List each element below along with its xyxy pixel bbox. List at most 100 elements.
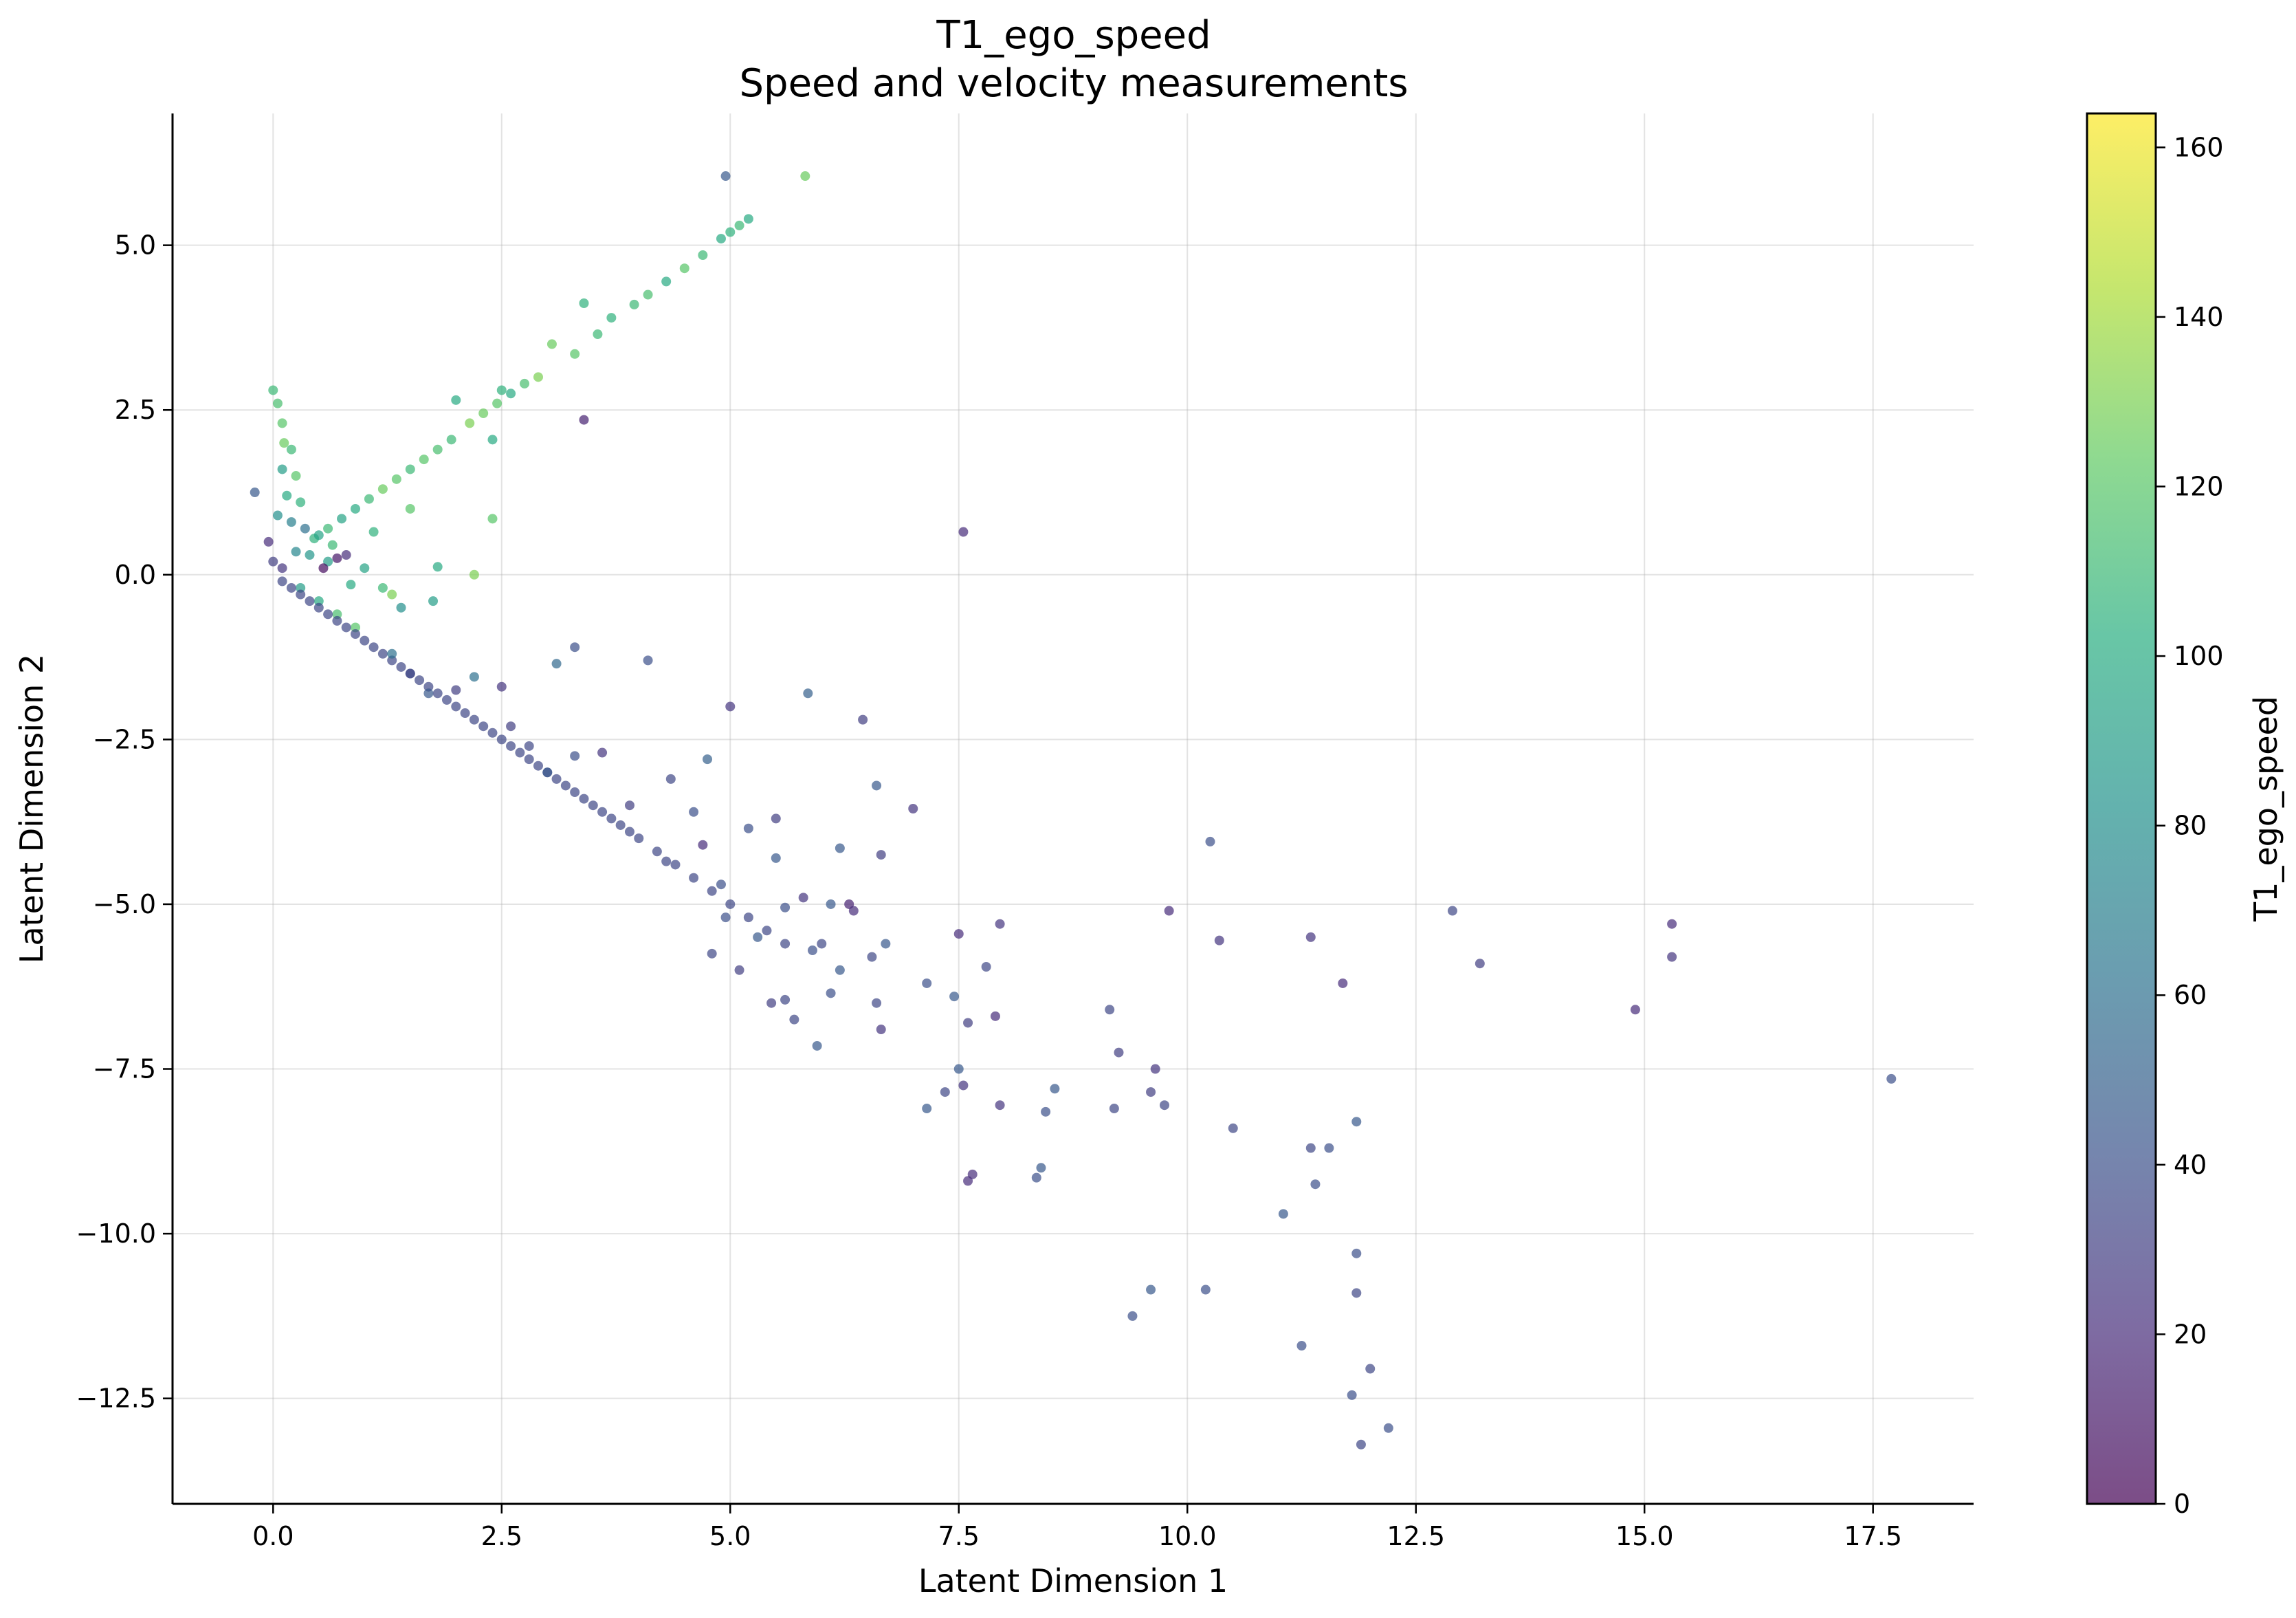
data-point [496, 734, 507, 745]
data-point [703, 754, 713, 765]
data-point [606, 813, 617, 824]
colorbar-label: T1_ego_speed [2247, 696, 2284, 922]
data-point [922, 1104, 932, 1114]
data-point [958, 1080, 969, 1091]
y-tick-label: −12.5 [76, 1384, 156, 1414]
data-point [679, 263, 689, 274]
data-point [1310, 1179, 1321, 1190]
data-point [332, 615, 342, 626]
data-point [405, 464, 415, 474]
data-point [1447, 906, 1457, 916]
data-point [826, 988, 836, 998]
data-point [812, 1040, 822, 1051]
data-point [1296, 1341, 1307, 1351]
data-point [780, 939, 791, 949]
data-point [981, 961, 991, 972]
y-tick-label: −5.0 [93, 889, 156, 919]
data-point [415, 675, 425, 686]
data-point [588, 800, 598, 811]
data-point [579, 415, 589, 425]
colorbar-tick-label: 140 [2174, 302, 2224, 332]
axes [171, 113, 1974, 1505]
data-point [268, 385, 278, 395]
data-point [423, 688, 434, 699]
data-point [876, 850, 886, 860]
data-point [803, 688, 813, 699]
data-point [305, 596, 315, 606]
data-point [300, 523, 310, 534]
data-point [720, 171, 731, 182]
x-tick-label: 5.0 [709, 1521, 751, 1551]
data-point [350, 622, 360, 633]
data-point [478, 408, 489, 419]
data-point [1041, 1106, 1051, 1117]
data-point [826, 899, 836, 909]
colorbar-tick-label: 160 [2174, 132, 2224, 162]
data-point [446, 435, 456, 445]
colorbar-tick-label: 120 [2174, 471, 2224, 501]
data-point [323, 523, 333, 534]
colorbar-gradient [2087, 113, 2156, 1504]
x-axis-label: Latent Dimension 1 [918, 1562, 1228, 1599]
data-point [313, 596, 324, 606]
data-point [305, 550, 315, 560]
data-point [524, 754, 534, 765]
grid [173, 113, 1974, 1504]
data-point [789, 1014, 799, 1025]
data-point [876, 1025, 886, 1035]
data-point [1351, 1248, 1362, 1258]
data-point [268, 556, 278, 567]
data-point [282, 490, 292, 501]
y-axis-ticks: 5.0 2.5 0.0 −2.5 −5.0 −7.5 −10.0 −12.5 [76, 230, 173, 1414]
data-point [377, 484, 388, 494]
data-point [1214, 935, 1224, 945]
data-point [487, 728, 498, 738]
data-point [377, 648, 388, 659]
data-point [570, 751, 580, 761]
data-point [387, 648, 397, 659]
data-point [277, 418, 287, 428]
data-point [332, 609, 342, 620]
x-tick-label: 17.5 [1844, 1521, 1902, 1551]
data-point [707, 948, 717, 959]
data-point [469, 714, 479, 725]
y-tick-label: 0.0 [115, 560, 156, 590]
data-point [689, 873, 699, 883]
data-point [689, 807, 699, 817]
data-point [615, 820, 626, 830]
data-point [940, 1087, 950, 1097]
x-tick-label: 15.0 [1615, 1521, 1674, 1551]
data-point [963, 1176, 973, 1186]
data-point [1150, 1064, 1160, 1074]
data-point [990, 1011, 1000, 1021]
data-point [364, 494, 374, 504]
data-point [1356, 1439, 1366, 1450]
data-point [337, 514, 347, 524]
data-point [279, 438, 289, 448]
data-point [1205, 836, 1215, 846]
data-point [771, 813, 781, 824]
data-point [286, 517, 296, 527]
data-point [286, 444, 296, 455]
data-point [1347, 1390, 1357, 1400]
data-point [469, 672, 479, 682]
data-point [624, 827, 634, 837]
data-point [465, 418, 475, 428]
data-point [1146, 1284, 1156, 1295]
data-point [1200, 1284, 1211, 1295]
data-point [995, 919, 1005, 929]
colorbar-tick-label: 80 [2174, 811, 2207, 841]
data-point [800, 171, 810, 182]
data-point [423, 681, 434, 692]
data-point [492, 398, 503, 408]
data-point [1050, 1084, 1060, 1094]
data-point [377, 582, 388, 593]
y-tick-label: −7.5 [93, 1054, 156, 1084]
x-tick-label: 7.5 [938, 1521, 980, 1551]
data-point [1351, 1117, 1362, 1127]
data-point [469, 569, 479, 580]
data-point [1159, 1100, 1169, 1111]
data-point [953, 929, 964, 939]
data-point [579, 298, 589, 308]
data-point [725, 227, 736, 237]
